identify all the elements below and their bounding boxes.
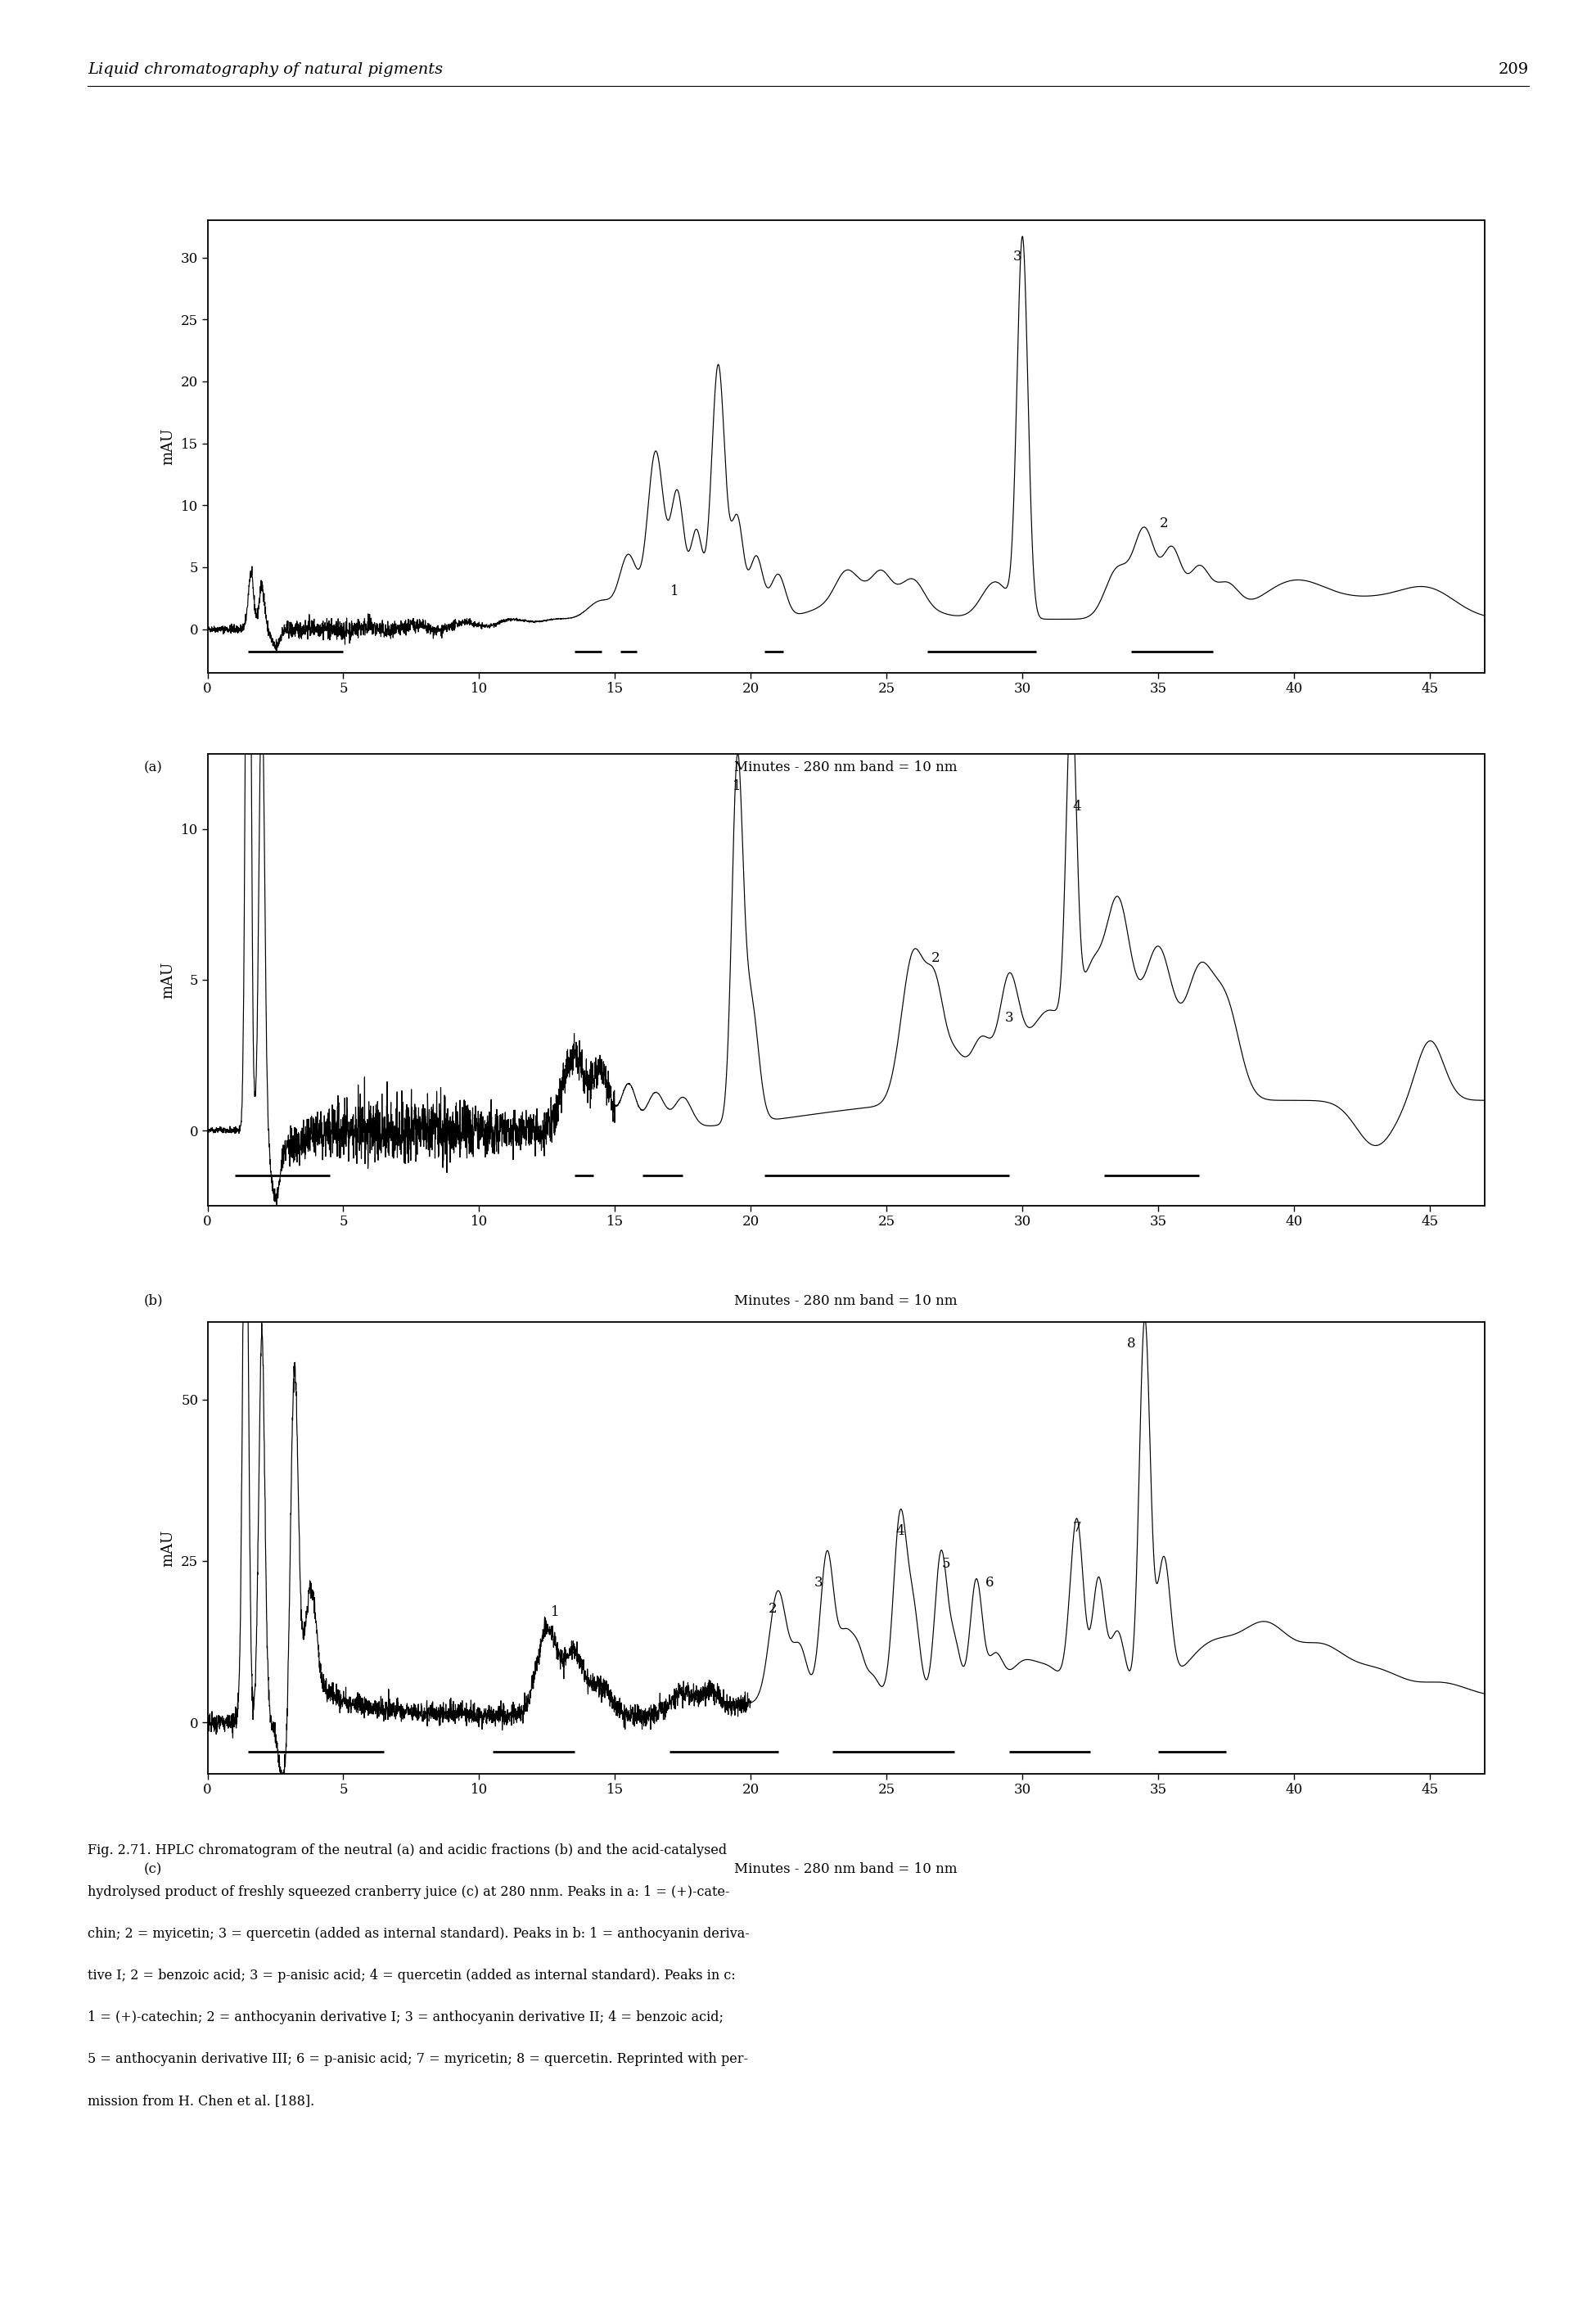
Text: Minutes - 280 nm band = 10 nm: Minutes - 280 nm band = 10 nm [734, 761, 958, 775]
Text: hydrolysed product of freshly squeezed cranberry juice (c) at 280 nnm. Peaks in : hydrolysed product of freshly squeezed c… [88, 1885, 729, 1899]
Text: 6: 6 [986, 1577, 994, 1591]
Text: Minutes - 280 nm band = 10 nm: Minutes - 280 nm band = 10 nm [734, 1862, 958, 1876]
Text: 1: 1 [733, 779, 742, 793]
Text: 5: 5 [942, 1556, 951, 1570]
Y-axis label: mAU: mAU [161, 960, 176, 999]
Text: 5 = anthocyanin derivative III; 6 = p-anisic acid; 7 = myricetin; 8 = quercetin.: 5 = anthocyanin derivative III; 6 = p-an… [88, 2052, 749, 2066]
Text: 209: 209 [1499, 63, 1529, 77]
Text: chin; 2 = myicetin; 3 = quercetin (added as internal standard). Peaks in b: 1 = : chin; 2 = myicetin; 3 = quercetin (added… [88, 1927, 750, 1941]
Text: Fig. 2.71. HPLC chromatogram of the neutral (a) and acidic fractions (b) and the: Fig. 2.71. HPLC chromatogram of the neut… [88, 1844, 728, 1858]
Text: 3: 3 [814, 1577, 824, 1591]
Y-axis label: mAU: mAU [161, 427, 176, 466]
Text: 4: 4 [895, 1524, 905, 1537]
Text: 2: 2 [930, 951, 940, 965]
Text: 3: 3 [1013, 250, 1021, 264]
Text: 8: 8 [1127, 1338, 1135, 1352]
Y-axis label: mAU: mAU [161, 1528, 176, 1568]
Text: 2: 2 [1159, 517, 1168, 531]
Text: 1: 1 [670, 584, 678, 598]
Text: 1: 1 [551, 1605, 560, 1619]
Text: 7: 7 [1073, 1521, 1080, 1535]
Text: Liquid chromatography of natural pigments: Liquid chromatography of natural pigment… [88, 63, 444, 77]
Text: mission from H. Chen et al. [188].: mission from H. Chen et al. [188]. [88, 2094, 314, 2108]
Text: 2: 2 [768, 1602, 777, 1616]
Text: (c): (c) [144, 1862, 161, 1876]
Text: 3: 3 [1004, 1011, 1013, 1025]
Text: Minutes - 280 nm band = 10 nm: Minutes - 280 nm band = 10 nm [734, 1294, 958, 1308]
Text: 1 = (+)-catechin; 2 = anthocyanin derivative I; 3 = anthocyanin derivative II; 4: 1 = (+)-catechin; 2 = anthocyanin deriva… [88, 2011, 723, 2024]
Text: (b): (b) [144, 1294, 163, 1308]
Text: 4: 4 [1073, 800, 1080, 814]
Text: (a): (a) [144, 761, 163, 775]
Text: tive I; 2 = benzoic acid; 3 = p-anisic acid; 4 = quercetin (added as internal st: tive I; 2 = benzoic acid; 3 = p-anisic a… [88, 1969, 736, 1983]
